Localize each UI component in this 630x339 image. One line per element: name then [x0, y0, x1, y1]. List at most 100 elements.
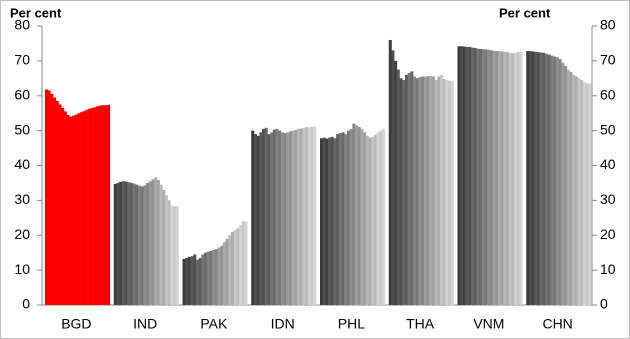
bar — [98, 105, 102, 305]
bar — [399, 78, 403, 305]
bar — [151, 179, 155, 305]
bar — [404, 74, 408, 305]
bar — [550, 55, 554, 305]
bar — [193, 254, 197, 305]
bar — [407, 73, 411, 305]
bar — [442, 79, 446, 305]
bar — [69, 116, 73, 305]
bar — [113, 183, 117, 305]
bar — [47, 90, 51, 305]
bar — [328, 137, 332, 305]
bar — [124, 181, 128, 305]
bar — [445, 80, 449, 306]
y2-tick-label: 20 — [600, 226, 616, 242]
bar — [182, 258, 186, 305]
bar — [542, 52, 546, 306]
bar — [476, 48, 480, 305]
bar — [233, 230, 237, 305]
bar — [225, 238, 229, 305]
x-tick-label: THA — [406, 316, 435, 332]
x-tick-label: IDN — [271, 316, 295, 332]
x-tick-label: BGD — [61, 316, 91, 332]
bar — [421, 76, 425, 305]
bar — [138, 185, 142, 305]
x-tick-label: CHN — [542, 316, 572, 332]
y2-tick-label: 10 — [600, 261, 616, 277]
bar — [508, 52, 512, 306]
bar — [228, 235, 232, 305]
bar — [201, 254, 205, 305]
bar — [214, 249, 218, 305]
bar — [77, 113, 81, 305]
bar — [307, 127, 311, 305]
bar — [479, 49, 483, 305]
bar — [440, 74, 444, 305]
bar — [413, 76, 417, 305]
bar — [434, 80, 438, 306]
bar — [539, 52, 543, 305]
bar — [511, 53, 515, 305]
bar — [256, 135, 260, 305]
bar — [159, 184, 163, 305]
bar — [341, 132, 345, 305]
bar — [104, 105, 108, 305]
bar — [448, 80, 452, 305]
bar — [294, 129, 298, 305]
bar — [297, 128, 301, 305]
bar — [379, 130, 383, 305]
bar — [96, 106, 100, 306]
bar — [146, 182, 150, 305]
bar — [547, 54, 551, 305]
bar — [503, 51, 507, 306]
bar — [185, 257, 189, 305]
bar — [212, 249, 216, 305]
bar — [582, 81, 586, 305]
x-tick-label: PHL — [338, 316, 365, 332]
bar — [526, 51, 530, 305]
bar — [107, 104, 111, 305]
bar — [244, 221, 248, 305]
bar — [564, 66, 568, 305]
bar — [528, 51, 532, 305]
bar — [470, 47, 474, 306]
bar — [371, 136, 375, 305]
bar — [129, 182, 133, 305]
bar — [80, 112, 84, 305]
bar — [492, 50, 496, 306]
bar — [275, 128, 279, 305]
bar — [588, 83, 592, 305]
bar — [450, 80, 454, 305]
bar — [310, 126, 314, 305]
bar — [402, 80, 406, 306]
bar — [63, 111, 67, 305]
bar — [305, 127, 309, 305]
x-tick-label: IND — [133, 316, 157, 332]
bar — [344, 134, 348, 305]
bar — [140, 186, 144, 305]
y2-tick-label: 40 — [600, 156, 616, 172]
bar — [132, 183, 136, 305]
bar — [481, 49, 485, 306]
bar — [289, 131, 293, 305]
bar — [388, 39, 392, 305]
bar — [396, 69, 400, 305]
bar — [561, 62, 565, 306]
bar — [222, 242, 226, 305]
bar — [291, 130, 295, 305]
bar — [495, 51, 499, 305]
y2-tick-label: 30 — [600, 191, 616, 207]
bar — [154, 177, 158, 305]
bar — [187, 256, 191, 305]
bar — [45, 89, 48, 305]
bar — [487, 49, 491, 306]
bar — [148, 181, 152, 305]
bar — [286, 132, 290, 305]
bar — [473, 47, 477, 305]
bar — [545, 53, 549, 306]
bar — [457, 46, 461, 305]
bar — [357, 127, 361, 305]
y-tick-label: 40 — [14, 156, 30, 172]
bar — [58, 104, 62, 305]
y2-axis-label: Per cent — [499, 5, 551, 20]
